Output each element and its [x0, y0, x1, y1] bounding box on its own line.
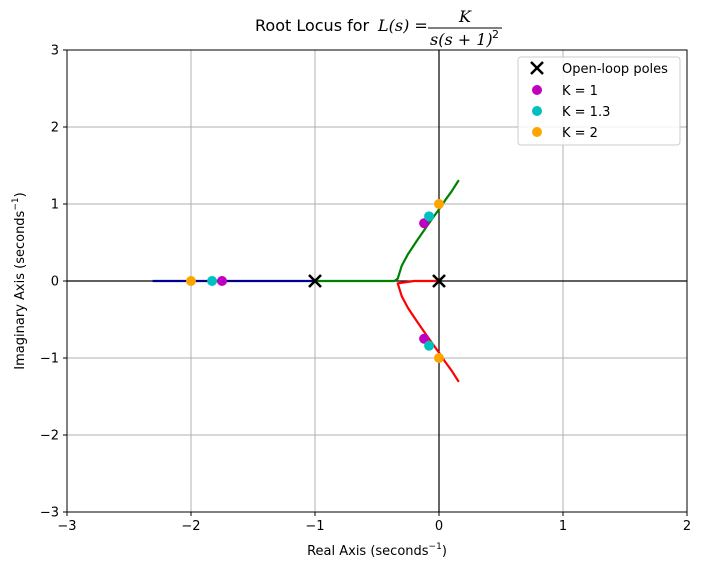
locus-branch-upper	[315, 179, 460, 283]
gain-marker-0-1	[419, 218, 430, 229]
legend-dot-k1-icon	[532, 85, 542, 95]
x-axis-label: Real Axis (seconds−1)	[307, 542, 447, 559]
locus-branch-lower	[396, 279, 460, 383]
legend-item-open-loop-poles: Open-loop poles	[530, 61, 668, 77]
gain-marker-1-1	[424, 211, 435, 222]
legend-label-k1: K = 1	[562, 84, 598, 99]
open-loop-pole-0	[308, 274, 322, 288]
gain-marker-2-1	[434, 199, 444, 209]
y-tick-label-1: −2	[40, 429, 59, 444]
x-tick-label-4: 1	[559, 519, 567, 534]
gain-marker-1-0	[207, 276, 218, 286]
legend-item-k1-3: K = 1.3	[532, 105, 610, 120]
title-denominator: s(s + 1)	[430, 30, 493, 49]
gain-marker-0-2	[419, 333, 430, 344]
x-tick-label-5: 2	[683, 519, 691, 534]
open-loop-pole-1	[432, 274, 446, 288]
legend-item-k2: K = 2	[532, 126, 598, 141]
legend-x-marker-icon	[530, 61, 544, 75]
gain-marker-0-0	[217, 276, 227, 286]
legend-label-open-loop-poles: Open-loop poles	[562, 62, 668, 77]
legend-label-k2: K = 2	[562, 126, 598, 141]
legend-item-k1: K = 1	[532, 84, 598, 99]
y-tick-label-2: −1	[40, 352, 59, 367]
legend-dot-k2-icon	[532, 127, 542, 137]
chart-title: Root Locus for L(s) = K s(s + 1) 2	[255, 7, 502, 49]
legend: Open-loop poles K = 1 K = 1.3 K = 2	[517, 56, 681, 146]
title-numerator: K	[458, 7, 472, 26]
legend-frame	[517, 56, 681, 146]
x-tick-label-1: −2	[181, 519, 200, 534]
y-tick-label-0: −3	[40, 506, 59, 521]
title-prefix: Root Locus for	[255, 16, 370, 35]
x-tick-label-3: 0	[435, 519, 443, 534]
legend-dot-k1-3-icon	[532, 106, 542, 116]
gain-marker-2-0	[186, 276, 196, 286]
y-tick-label-4: 1	[51, 198, 59, 213]
gain-marker-1-2	[424, 340, 435, 351]
x-tick-label-2: −1	[305, 519, 324, 534]
y-axis-label: Imaginary Axis (seconds−1)	[11, 192, 28, 369]
y-tick-label-3: 0	[51, 275, 59, 290]
y-tick-label-6: 3	[51, 44, 59, 59]
title-lhs: L(s) =	[377, 16, 428, 35]
y-tick-label-5: 2	[51, 121, 59, 136]
legend-label-k1-3: K = 1.3	[562, 105, 610, 120]
gain-marker-2-2	[434, 353, 444, 363]
x-tick-label-0: −3	[57, 519, 76, 534]
title-denominator-exponent: 2	[492, 28, 499, 41]
